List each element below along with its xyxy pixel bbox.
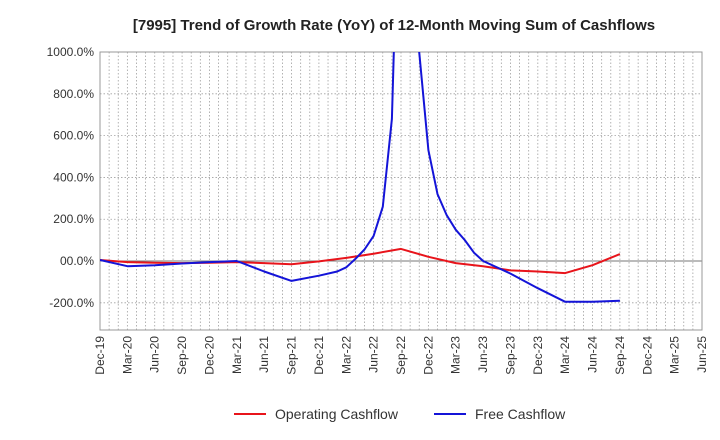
x-tick-label: Sep-21 <box>285 336 299 375</box>
y-tick-label: 00.0% <box>60 254 94 268</box>
x-tick-label: Jun-22 <box>367 336 381 373</box>
y-axis-ticks: 1000.0% 800.0% 600.0% 400.0% 200.0% 00.0% -200… <box>47 45 95 310</box>
legend-label-free-cashflow: Free Cashflow <box>475 406 566 422</box>
series-line-free-cashflow <box>100 52 620 303</box>
x-tick-label: Sep-24 <box>613 336 627 375</box>
y-tick-label: 800.0% <box>53 87 94 101</box>
x-tick-label: Dec-20 <box>202 336 216 375</box>
x-tick-label: Jun-21 <box>257 336 271 373</box>
x-tick-label: Jun-25 <box>695 336 709 373</box>
x-tick-label: Mar-20 <box>120 336 134 374</box>
x-axis-ticks: Dec-19 Mar-20 Jun-20 Sep-20 Dec-20 Mar-21 Jun-… <box>93 336 709 375</box>
legend: Operating Cashflow Free Cashflow <box>234 406 566 422</box>
x-tick-label: Mar-24 <box>558 336 572 374</box>
y-tick-label: -200.0% <box>49 296 94 310</box>
x-tick-label: Sep-20 <box>175 336 189 375</box>
x-tick-label: Sep-22 <box>394 336 408 375</box>
y-tick-label: 400.0% <box>53 170 94 184</box>
x-tick-label: Jun-24 <box>586 336 600 373</box>
x-tick-label: Dec-24 <box>640 336 654 375</box>
grid <box>100 51 702 330</box>
x-tick-label: Dec-19 <box>93 336 107 375</box>
y-tick-label: 200.0% <box>53 212 94 226</box>
legend-label-operating-cashflow: Operating Cashflow <box>275 406 399 422</box>
x-tick-label: Dec-23 <box>531 336 545 375</box>
x-tick-label: Mar-21 <box>230 336 244 374</box>
y-tick-label: 1000.0% <box>47 45 95 59</box>
x-tick-label: Jun-20 <box>148 336 162 373</box>
chart-title: [7995] Trend of Growth Rate (YoY) of 12-… <box>133 17 655 34</box>
x-tick-label: Dec-22 <box>421 336 435 375</box>
y-tick-label: 600.0% <box>53 129 94 143</box>
x-tick-label: Sep-23 <box>503 336 517 375</box>
x-tick-label: Jun-23 <box>476 336 490 373</box>
x-tick-label: Mar-25 <box>668 336 682 374</box>
x-tick-label: Dec-21 <box>312 336 326 375</box>
x-tick-label: Mar-22 <box>339 336 353 374</box>
plot-area-frame <box>99 51 703 331</box>
series-lines <box>100 52 621 303</box>
x-tick-label: Mar-23 <box>449 336 463 374</box>
